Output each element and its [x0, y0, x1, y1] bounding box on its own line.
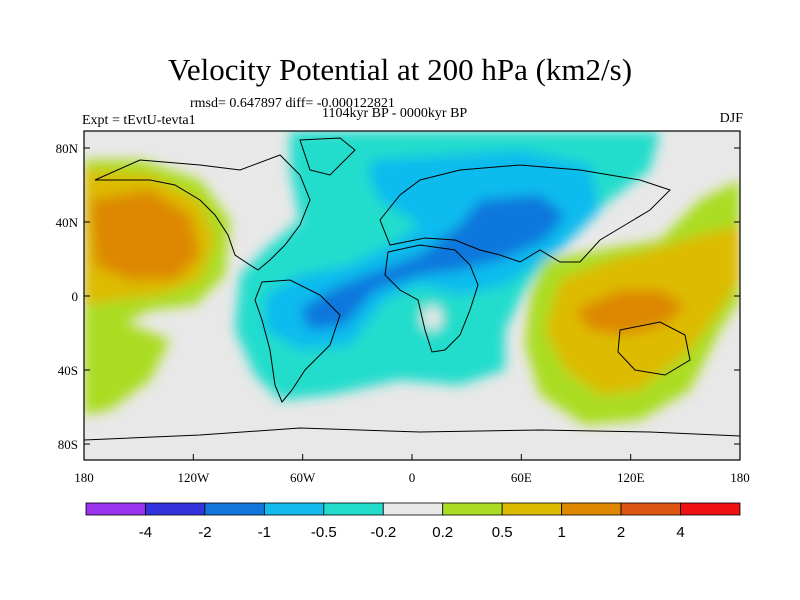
- colorbar-swatch: [501, 502, 563, 516]
- period-line: 1104kyr BP - 0000kyr BP: [322, 106, 468, 121]
- longitude-ticks: 180 120W 60W 0 60E 120E 180: [74, 454, 750, 485]
- lon-tick-label: 0: [409, 470, 416, 485]
- colorbar-swatch: [680, 502, 741, 516]
- colorbar-label: 2: [617, 524, 625, 541]
- colorbar-swatch: [323, 502, 384, 516]
- colorbar-swatch: [620, 502, 681, 516]
- experiment-label: Expt = tEvtU-tevta1: [82, 113, 196, 128]
- colorbar-label: 4: [676, 524, 684, 541]
- lon-tick-label: 60E: [511, 470, 532, 485]
- lat-tick-label: 80N: [56, 141, 79, 156]
- colorbar-label: -0.2: [370, 524, 396, 541]
- lon-tick-label: 60W: [290, 470, 316, 485]
- colorbar-label: -0.5: [311, 524, 337, 541]
- lon-tick-label: 120W: [177, 470, 210, 485]
- contour-blue-core: [300, 195, 565, 330]
- colorbar-swatch: [561, 502, 622, 516]
- colorbar-label: 1: [557, 524, 565, 541]
- lon-tick-label: 180: [74, 470, 94, 485]
- colorbar-swatch: [263, 502, 325, 516]
- map-title: Velocity Potential at 200 hPa (km2/s): [167, 52, 633, 87]
- lon-tick-label: 180: [730, 470, 750, 485]
- colorbar-label: -4: [139, 524, 152, 541]
- coast-africa: [384, 244, 479, 353]
- lat-tick-label: 80S: [58, 437, 78, 452]
- lat-tick-label: 0: [72, 289, 79, 304]
- coast-north-america: [94, 154, 311, 271]
- season-label: DJF: [719, 111, 743, 126]
- latitude-ticks: 80N 40N 0 40S 80S: [56, 141, 740, 452]
- colorbar-swatch: [442, 502, 503, 516]
- colorbar-swatch: [204, 502, 265, 516]
- contour-orange-east: [575, 290, 685, 335]
- coast-antarctica: [84, 427, 740, 441]
- coast-south-america: [254, 279, 341, 403]
- colorbar-swatch: [382, 502, 444, 516]
- colorbar-label: -1: [258, 524, 271, 541]
- coast-eurasia: [379, 164, 671, 263]
- colorbar: -4 -2 -1 -0.5 -0.2 0.2 0.5 1 2 4: [85, 502, 741, 541]
- coast-greenland: [299, 137, 356, 176]
- lat-tick-label: 40N: [56, 215, 79, 230]
- colorbar-label: -2: [198, 524, 211, 541]
- colorbar-swatch: [85, 502, 146, 516]
- colorbar-swatch: [145, 502, 206, 516]
- contour-neutral-patch: [422, 306, 442, 330]
- lon-tick-label: 120E: [617, 470, 645, 485]
- contour-green-sw: [84, 320, 170, 415]
- contour-field: [84, 131, 740, 460]
- coast-australia: [617, 321, 691, 376]
- contour-orange-west: [90, 190, 200, 280]
- colorbar-label: 0.2: [432, 524, 453, 541]
- lat-tick-label: 40S: [58, 363, 78, 378]
- coastlines: [84, 137, 740, 441]
- colorbar-label: 0.5: [492, 524, 513, 541]
- stats-line: rmsd= 0.647897 diff= -0.000122821: [190, 96, 395, 111]
